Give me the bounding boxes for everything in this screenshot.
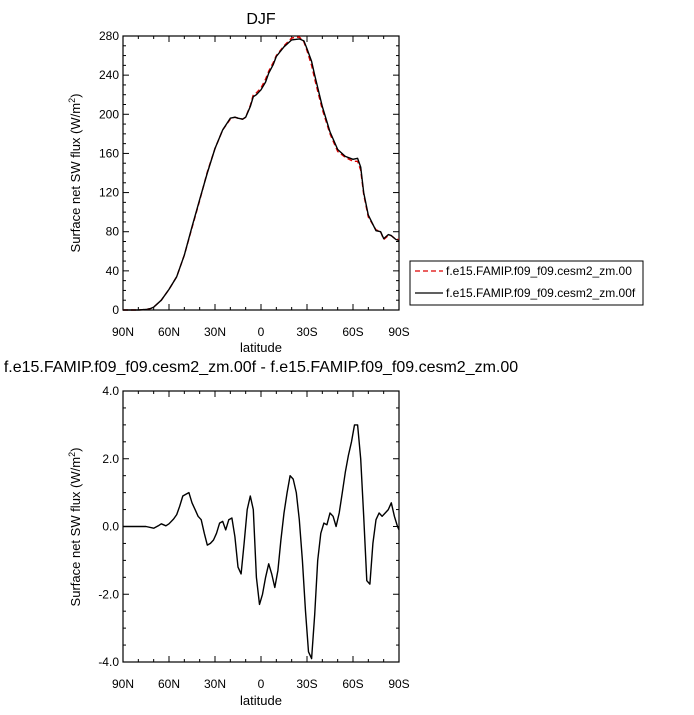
x-tick-label: 30S: [296, 677, 317, 691]
top-x-tick-labels: 90N 60N 30N 0 30S 60S 90S: [112, 325, 410, 339]
x-tick-label: 60S: [342, 325, 363, 339]
y-tick-label: 120: [99, 186, 119, 200]
top-y-axis-label-superscript: 2: [67, 98, 77, 103]
x-tick-label: 60N: [158, 677, 180, 691]
y-tick-label: 40: [106, 264, 120, 278]
legend-label-series-2: f.e15.FAMIP.f09_f09.cesm2_zm.00f: [446, 286, 636, 300]
bottom-y-axis-label-superscript: 2: [67, 452, 77, 457]
y-tick-label: 2.0: [102, 452, 119, 466]
y-tick-label: 200: [99, 107, 119, 121]
top-panel: DJF 0 40 80 120 160 200 240 280 90N 60N 30N 0 30S 60…: [67, 11, 644, 355]
legend-label-series-1: f.e15.FAMIP.f09_f09.cesm2_zm.00: [446, 264, 632, 278]
bottom-y-tick-labels: -4.0 -2.0 0.0 2.0 4.0: [98, 384, 119, 669]
bottom-series-lines: [123, 424, 400, 660]
legend: f.e15.FAMIP.f09_f09.cesm2_zm.00 f.e15.FA…: [409, 260, 644, 306]
x-tick-label: 90S: [388, 677, 409, 691]
x-tick-label: 60N: [158, 325, 180, 339]
bottom-panel: f.e15.FAMIP.f09_f09.cesm2_zm.00f - f.e15…: [4, 359, 518, 708]
bottom-series-line-1: [123, 424, 400, 660]
bottom-y-axis-label: Surface net SW flux (W/m2): [67, 448, 83, 607]
y-tick-label: 240: [99, 68, 119, 82]
y-tick-label: -2.0: [98, 587, 119, 601]
top-series-line-1: [123, 36, 399, 311]
x-tick-label: 30S: [296, 325, 317, 339]
top-plot-frame: [122, 35, 400, 311]
x-tick-label: 90S: [388, 325, 409, 339]
x-tick-label: 30N: [204, 677, 226, 691]
x-tick-label: 0: [258, 325, 265, 339]
x-tick-label: 90N: [112, 325, 134, 339]
x-tick-label: 90N: [112, 677, 134, 691]
bottom-chart-title: f.e15.FAMIP.f09_f09.cesm2_zm.00f - f.e15…: [4, 359, 518, 376]
top-y-axis-label: Surface net SW flux (W/m2): [67, 94, 83, 253]
x-tick-label: 30N: [204, 325, 226, 339]
y-tick-label: 80: [106, 225, 120, 239]
top-x-axis-label: latitude: [240, 340, 282, 355]
y-tick-label: -4.0: [98, 655, 119, 669]
top-series-lines: [123, 36, 400, 311]
bottom-x-axis-label: latitude: [240, 693, 282, 708]
bottom-x-tick-labels: 90N 60N 30N 0 30S 60S 90S: [112, 677, 410, 691]
y-tick-label: 280: [99, 29, 119, 43]
top-series-line-2: [123, 38, 400, 311]
y-tick-label: 160: [99, 146, 119, 160]
y-tick-label: 4.0: [102, 384, 119, 398]
legend-box: [409, 260, 644, 306]
y-tick-label: 0: [112, 303, 119, 317]
top-y-tick-labels: 0 40 80 120 160 200 240 280: [99, 29, 119, 317]
top-ticks: [122, 35, 400, 311]
x-tick-label: 0: [258, 677, 265, 691]
top-chart-title: DJF: [246, 11, 276, 28]
x-tick-label: 60S: [342, 677, 363, 691]
y-tick-label: 0.0: [102, 520, 119, 534]
